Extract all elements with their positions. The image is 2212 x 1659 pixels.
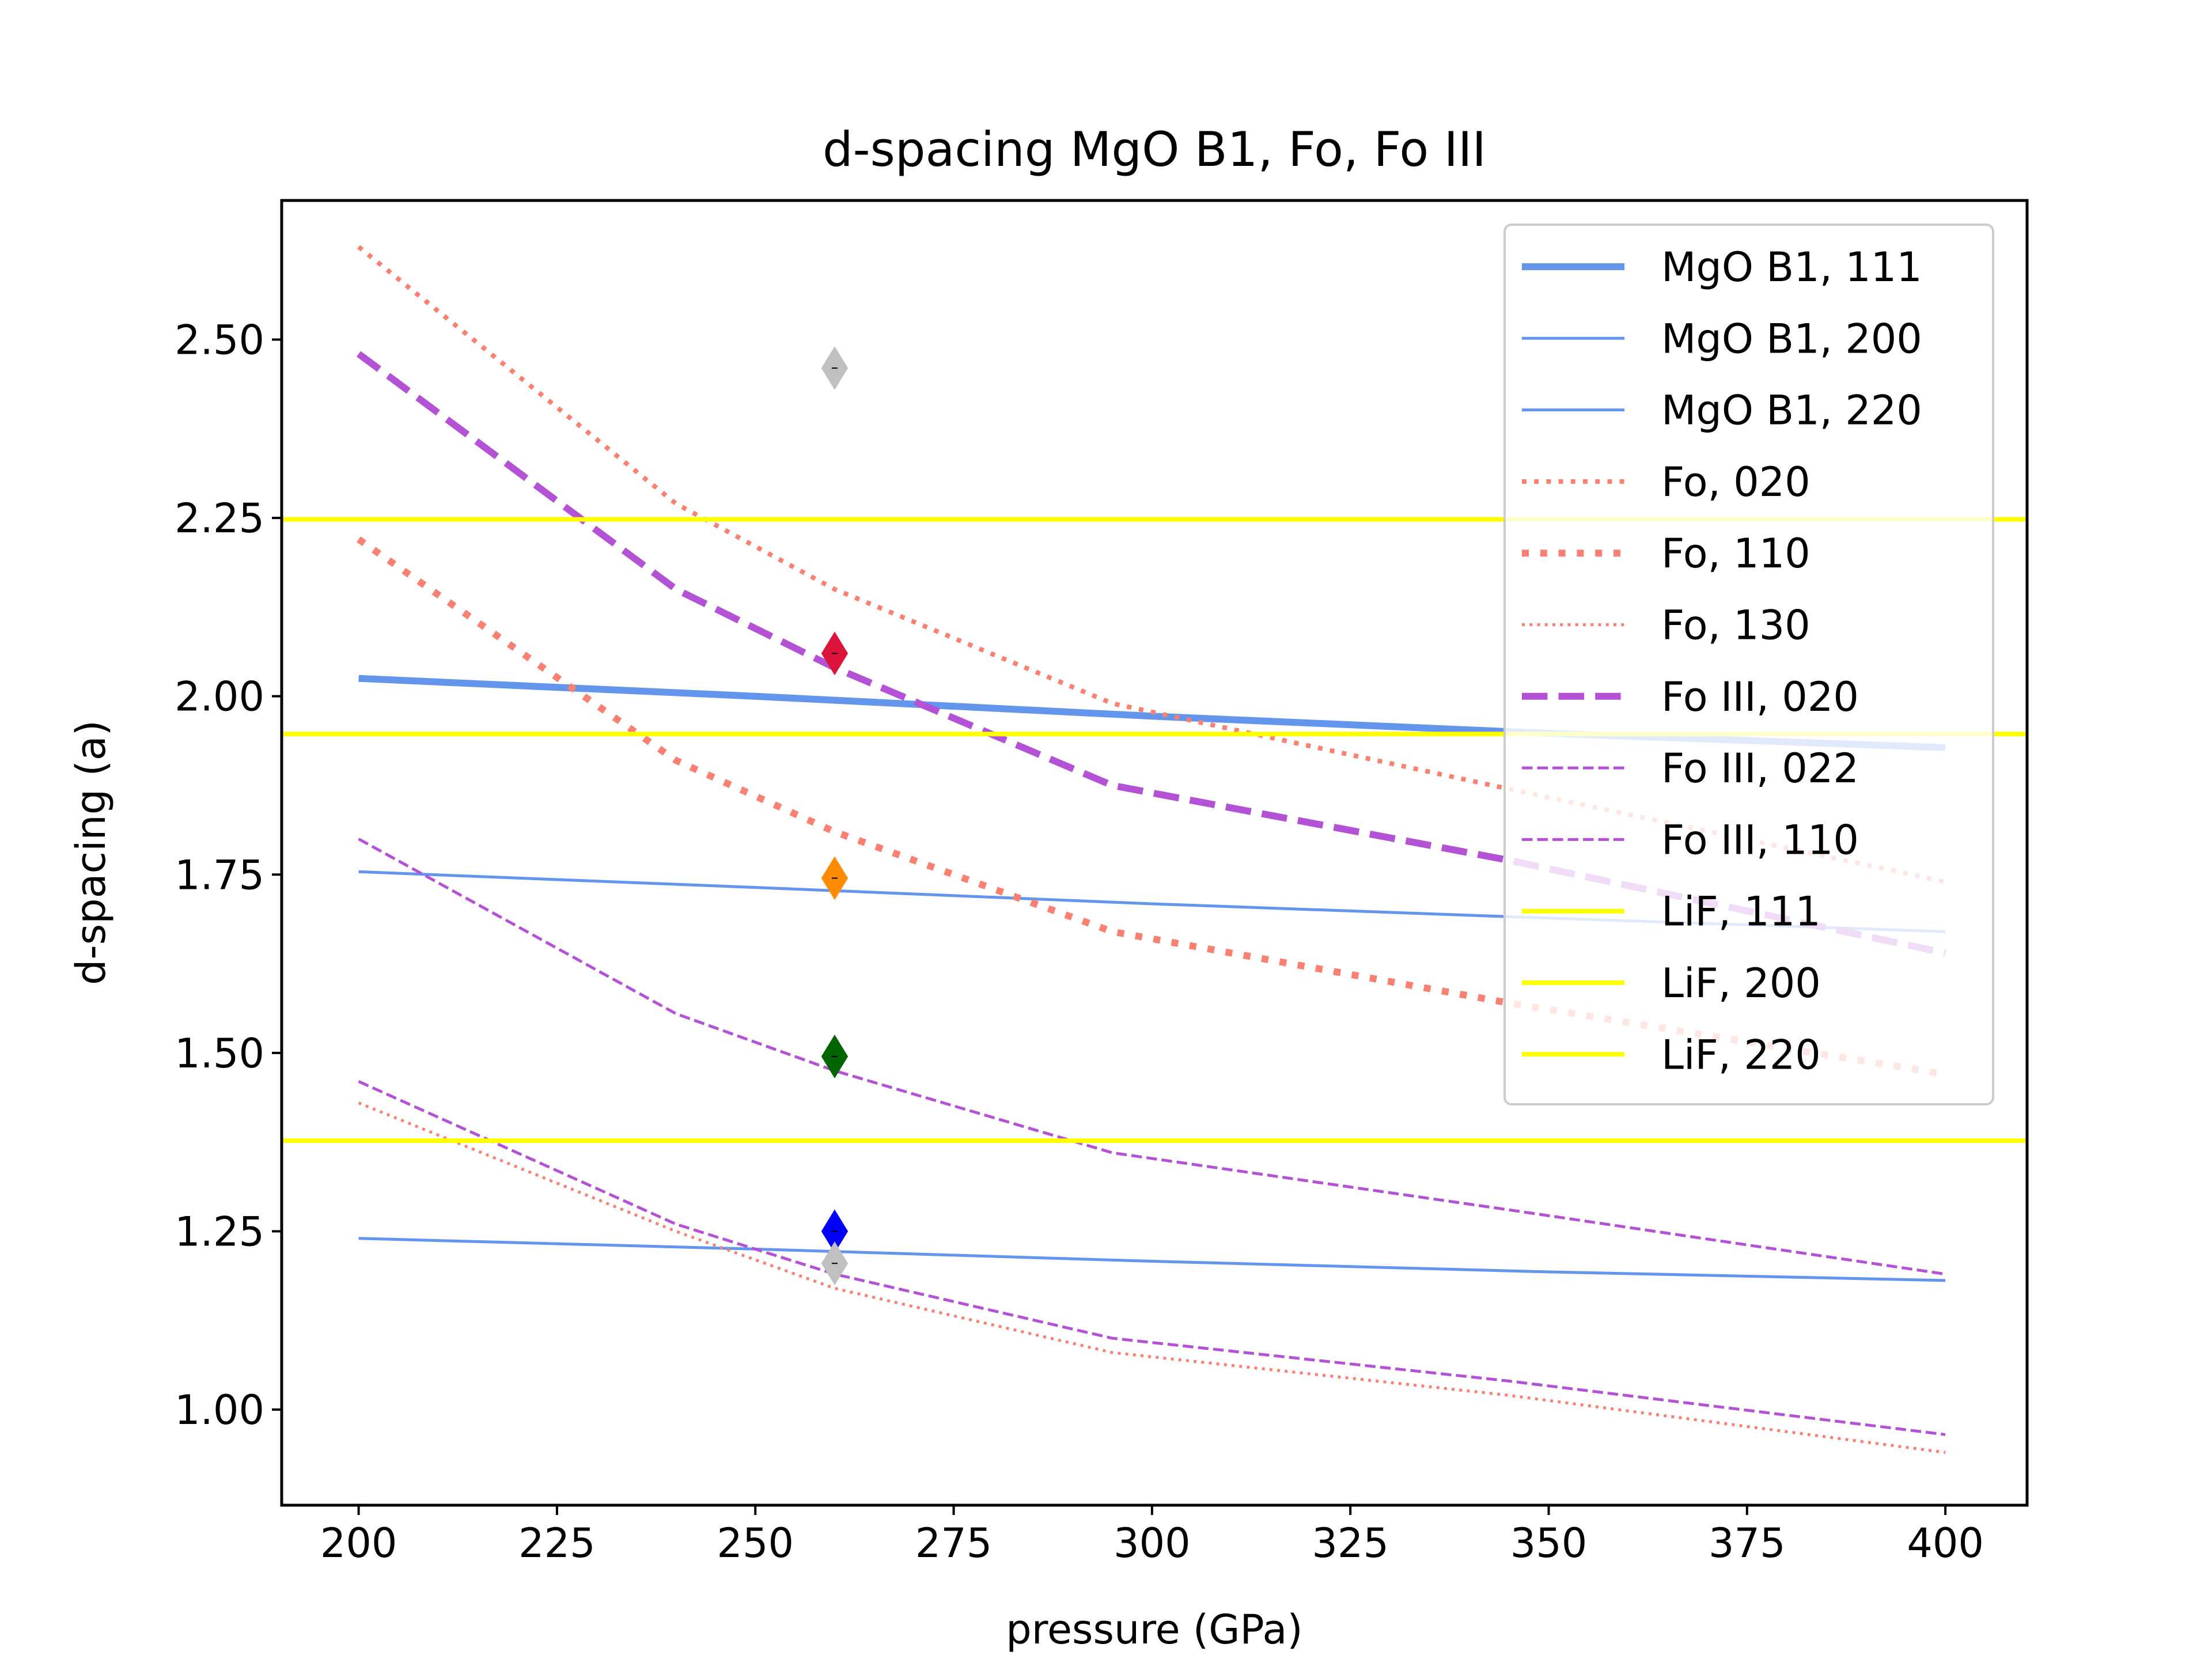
series-line-mgo-b1-220 [358,1237,1946,1282]
y-axis: 1.00 1.25 1.50 1.75 2.00 2.25 2.50 [175,316,282,1434]
y-tick-label: 1.50 [175,1030,264,1077]
legend-label: LiF, 111 [1661,888,1821,935]
legend-label: Fo III, 022 [1661,745,1859,792]
chart-title: d-spacing MgO B1, Fo, Fo III [823,122,1486,177]
y-tick-label: 2.50 [175,316,264,363]
x-axis: 200 225 250 275 300 325 350 375 400 [320,1505,1984,1567]
x-tick-label: 375 [1709,1520,1786,1567]
legend-label: MgO B1, 111 [1661,244,1922,291]
legend-label: Fo III, 110 [1661,816,1859,863]
y-tick-label: 2.00 [175,673,264,721]
legend: MgO B1, 111 MgO B1, 200 MgO B1, 220 Fo, 020… [1503,224,1994,1105]
y-tick-label: 1.75 [175,851,264,899]
y-axis-label: d-spacing (a) [67,720,115,985]
legend-label: MgO B1, 200 [1661,315,1922,362]
legend-label: LiF, 220 [1661,1031,1821,1078]
x-tick-label: 300 [1113,1520,1191,1567]
legend-label: LiF, 200 [1661,960,1821,1007]
x-tick-label: 325 [1312,1520,1389,1567]
legend-box [1503,224,1994,1105]
x-tick-label: 225 [518,1520,596,1567]
x-tick-label: 200 [320,1520,397,1567]
y-tick-label: 1.25 [175,1208,264,1255]
series-line-fo-iii-022 [358,838,1946,1276]
x-axis-label: pressure (GPa) [1006,1606,1302,1653]
y-tick-label: 1.00 [175,1387,264,1434]
legend-label: Fo, 130 [1661,602,1810,649]
plot-frame [280,199,2029,1507]
series-line-fo-130 [358,1101,1946,1454]
legend-label: MgO B1, 220 [1661,387,1922,434]
x-tick-label: 275 [915,1520,993,1567]
x-tick-label: 250 [717,1520,794,1567]
x-tick-label: 400 [1907,1520,1984,1567]
legend-label: Fo, 110 [1661,530,1810,577]
legend-label: Fo III, 020 [1661,673,1859,721]
series-line-fo-iii-110 [358,1080,1946,1436]
x-tick-label: 350 [1510,1520,1588,1567]
legend-label: Fo, 020 [1661,459,1810,506]
y-tick-label: 2.25 [175,495,264,542]
